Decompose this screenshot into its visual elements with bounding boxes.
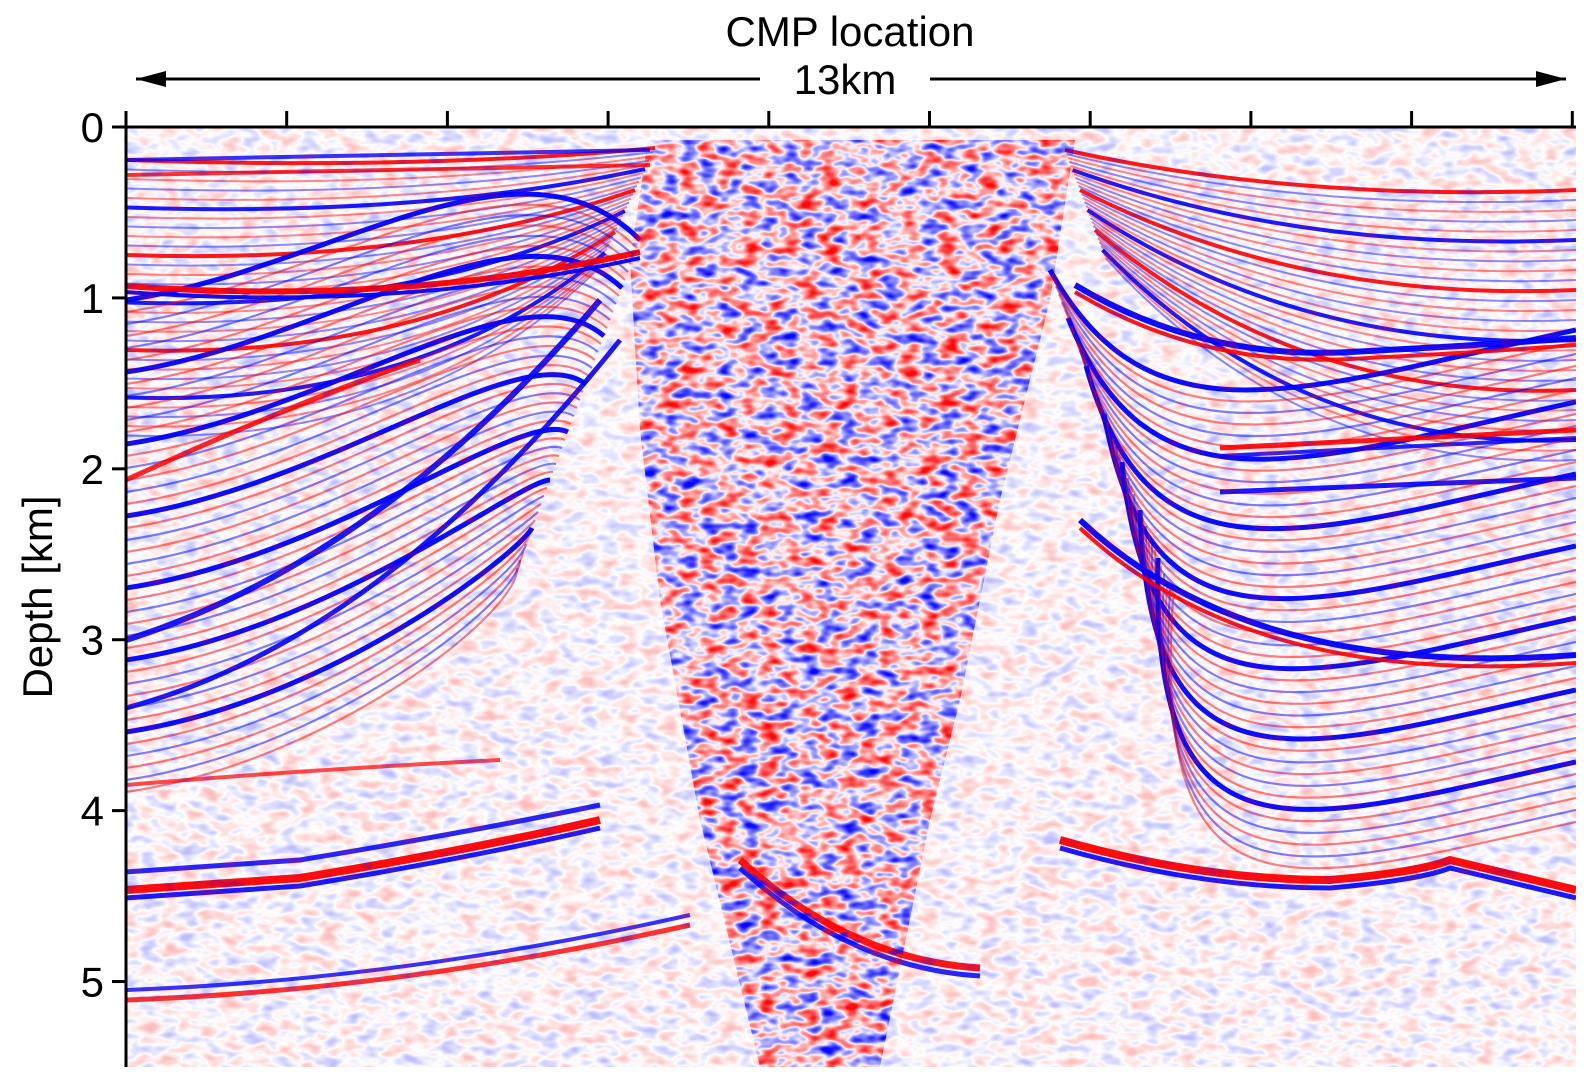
y-tick-label-1: 1 bbox=[81, 275, 104, 322]
y-tick-label-3: 3 bbox=[81, 617, 104, 664]
axes: 0 1 2 3 4 5 bbox=[81, 104, 1576, 1067]
y-tick-label-4: 4 bbox=[81, 788, 104, 835]
seismic-image bbox=[126, 127, 1576, 1067]
background-noise bbox=[126, 127, 1576, 1067]
chart-title: CMP location bbox=[725, 8, 974, 55]
y-tick-label-0: 0 bbox=[81, 104, 104, 151]
y-axis-label: Depth [km] bbox=[14, 495, 61, 698]
width-label: 13km bbox=[794, 56, 897, 103]
y-axis-ticks: 0 1 2 3 4 5 bbox=[81, 104, 126, 1006]
top-axis-ticks bbox=[124, 111, 1574, 127]
y-tick-label-5: 5 bbox=[81, 959, 104, 1006]
y-tick-label-2: 2 bbox=[81, 446, 104, 493]
